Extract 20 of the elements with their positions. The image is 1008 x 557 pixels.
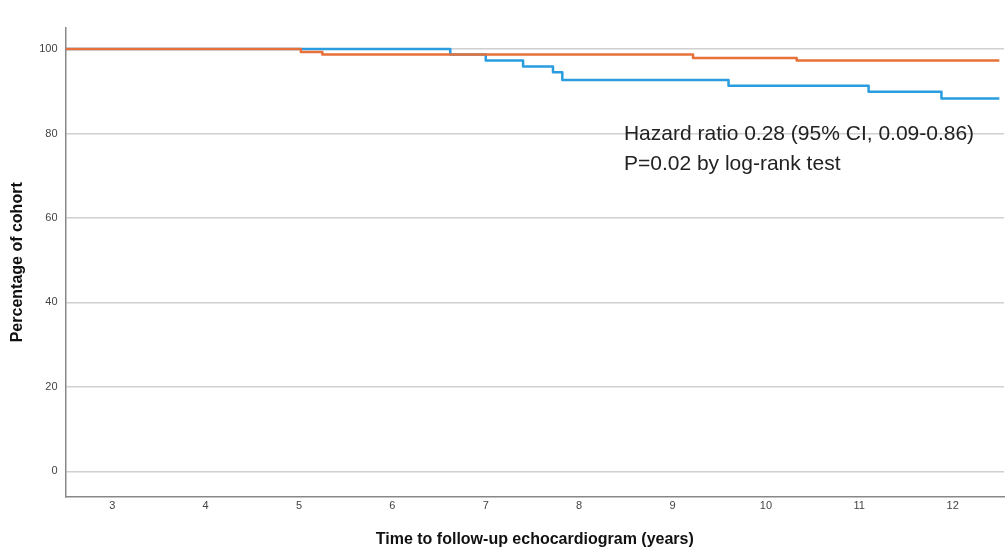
x-tick-label: 6 [389, 499, 396, 512]
x-tick-label: 3 [109, 499, 116, 512]
x-tick-label: 11 [853, 499, 865, 512]
y-tick-label: 100 [39, 42, 58, 55]
x-tick-label: 5 [295, 499, 303, 512]
y-tick-label: 40 [45, 295, 58, 308]
y-tick-label: 80 [45, 126, 58, 139]
x-tick-label: 12 [946, 499, 959, 512]
x-tick-label: 8 [576, 499, 583, 512]
annotation: P=0.02 by log-rank test [623, 151, 841, 174]
y-tick-label: 0 [51, 464, 58, 477]
annotation: Hazard ratio 0.28 (95% CI, 0.09-0.86) [623, 121, 975, 144]
x-tick-label: 10 [759, 499, 773, 512]
x-tick-label: 7 [482, 499, 489, 512]
x-axis-title: Time to follow-up echocardiogram (years) [375, 529, 694, 547]
x-tick-label: 4 [202, 499, 209, 512]
y-tick-label: 60 [45, 211, 58, 223]
y-axis-title: Percentage of cohort [8, 181, 26, 343]
x-tick-label: 9 [669, 499, 676, 512]
y-tick-label: 20 [45, 379, 58, 392]
